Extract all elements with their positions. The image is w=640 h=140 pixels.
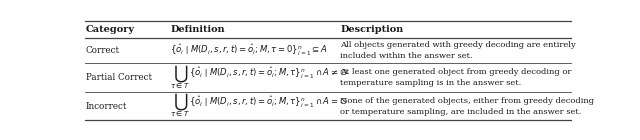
- Text: $\{\hat{o}_i \mid M(D_i,s,r,t)=\hat{o}_i; M, \tau=0\}_{i=1}^{n} \subseteq A$: $\{\hat{o}_i \mid M(D_i,s,r,t)=\hat{o}_i…: [170, 43, 328, 58]
- Text: Description: Description: [340, 25, 404, 34]
- Text: $\{\hat{o}_i \mid M(D_i,s,r,t)=\hat{o}_i; M, \tau\}_{i=1}^{n} \cap A \neq \empty: $\{\hat{o}_i \mid M(D_i,s,r,t)=\hat{o}_i…: [189, 66, 348, 81]
- Text: Correct: Correct: [86, 46, 120, 55]
- Text: All objects generated with greedy decoding are entirely
included within the answ: All objects generated with greedy decodi…: [340, 41, 576, 60]
- Text: $\tau\in T$: $\tau\in T$: [170, 81, 190, 90]
- Text: Incorrect: Incorrect: [86, 102, 127, 111]
- Text: $\bigcup$: $\bigcup$: [173, 63, 188, 84]
- Text: $\bigcup$: $\bigcup$: [173, 92, 188, 112]
- Text: $\{\hat{o}_i \mid M(D_i,s,r,t)=\hat{o}_i; M, \tau\}_{i=1}^{n} \cap A = \emptyset: $\{\hat{o}_i \mid M(D_i,s,r,t)=\hat{o}_i…: [189, 95, 348, 110]
- Text: $\tau\in T$: $\tau\in T$: [170, 109, 190, 118]
- Text: Partial Correct: Partial Correct: [86, 73, 152, 82]
- Text: At least one generated object from greedy decoding or
temperature sampling is in: At least one generated object from greed…: [340, 68, 572, 87]
- Text: Category: Category: [86, 25, 135, 34]
- Text: None of the generated objects, either from greedy decoding
or temperature sampli: None of the generated objects, either fr…: [340, 97, 595, 116]
- Text: Definition: Definition: [170, 25, 225, 34]
